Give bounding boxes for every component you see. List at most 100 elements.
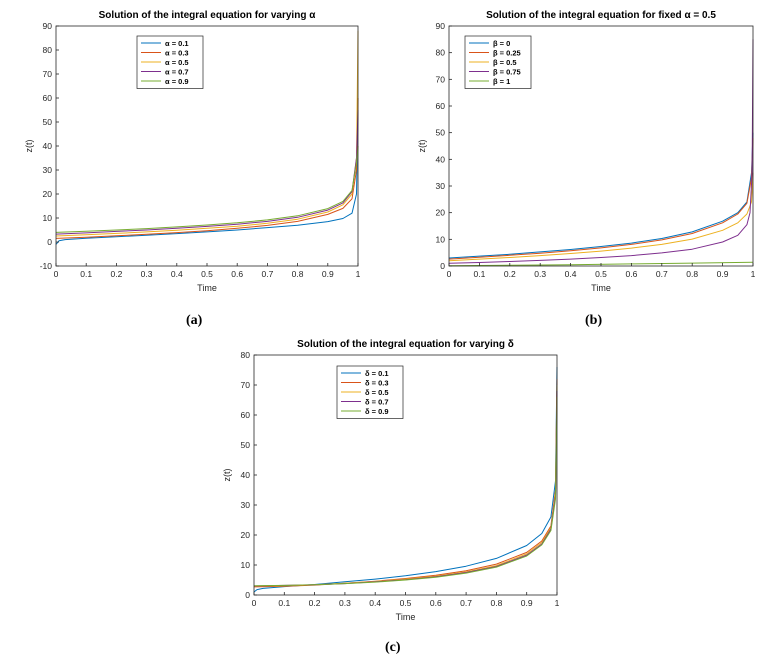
y-tick-label: 90 bbox=[43, 21, 53, 31]
y-tick-label: 40 bbox=[43, 141, 53, 151]
x-tick-label: 0.3 bbox=[339, 598, 351, 608]
series-line-2 bbox=[55, 30, 359, 237]
axes-box bbox=[55, 25, 359, 267]
x-tick-label: 0.5 bbox=[595, 269, 607, 279]
y-tick-label: 0 bbox=[440, 261, 445, 271]
x-tick-label: 0 bbox=[54, 269, 59, 279]
series-line-3 bbox=[253, 390, 558, 587]
y-tick-label: 0 bbox=[245, 590, 250, 600]
legend-label-4: β = 1 bbox=[493, 77, 510, 86]
series-line-0 bbox=[55, 109, 359, 245]
y-axis-label: z(t) bbox=[417, 140, 427, 153]
chart-title: Solution of the integral equation for fi… bbox=[486, 10, 716, 21]
x-tick-label: 0.1 bbox=[80, 269, 92, 279]
y-tick-label: 20 bbox=[241, 530, 251, 540]
x-tick-label: 0.6 bbox=[430, 598, 442, 608]
x-tick-label: 0.2 bbox=[110, 269, 122, 279]
x-tick-label: 0.7 bbox=[261, 269, 273, 279]
x-tick-label: 0.4 bbox=[369, 598, 381, 608]
x-tick-label: 0.8 bbox=[686, 269, 698, 279]
legend-label-0: δ = 0.1 bbox=[365, 369, 389, 378]
y-tick-label: 80 bbox=[241, 350, 251, 360]
x-tick-label: 1 bbox=[751, 269, 756, 279]
y-tick-label: 70 bbox=[436, 74, 446, 84]
y-tick-label: 30 bbox=[436, 181, 446, 191]
legend-label-2: δ = 0.5 bbox=[365, 388, 389, 397]
x-tick-label: 0.8 bbox=[292, 269, 304, 279]
series-line-1 bbox=[448, 137, 754, 260]
x-tick-label: 0.7 bbox=[460, 598, 472, 608]
legend: α = 0.1α = 0.3α = 0.5α = 0.7α = 0.9 bbox=[136, 35, 204, 89]
legend-label-3: α = 0.7 bbox=[165, 68, 189, 77]
x-tick-label: 0.5 bbox=[201, 269, 213, 279]
y-tick-label: -10 bbox=[40, 261, 53, 271]
legend-label-3: β = 0.75 bbox=[493, 68, 521, 77]
y-tick-label: 60 bbox=[436, 101, 446, 111]
legend-label-1: δ = 0.3 bbox=[365, 379, 389, 388]
chart-title: Solution of the integral equation for va… bbox=[99, 10, 317, 21]
y-tick-label: 80 bbox=[43, 45, 53, 55]
x-tick-label: 0.9 bbox=[322, 269, 334, 279]
legend: δ = 0.1δ = 0.3δ = 0.5δ = 0.7δ = 0.9 bbox=[336, 365, 404, 419]
legend-label-4: α = 0.9 bbox=[165, 77, 189, 86]
y-tick-label: 70 bbox=[43, 69, 53, 79]
series-line-4 bbox=[55, 145, 359, 233]
x-tick-label: 0.3 bbox=[141, 269, 153, 279]
y-axis-label: z(t) bbox=[24, 140, 34, 153]
x-tick-label: 0 bbox=[252, 598, 257, 608]
y-tick-label: 50 bbox=[436, 128, 446, 138]
legend-label-1: β = 0.25 bbox=[493, 49, 521, 58]
series-line-1 bbox=[253, 378, 558, 588]
y-tick-label: 30 bbox=[43, 165, 53, 175]
x-tick-label: 0 bbox=[447, 269, 452, 279]
x-tick-label: 0.9 bbox=[521, 598, 533, 608]
panel-label-a: (a) bbox=[186, 313, 203, 328]
chart-0: Solution of the integral equation for va… bbox=[24, 10, 361, 293]
y-tick-label: 20 bbox=[43, 189, 53, 199]
legend-label-0: β = 0 bbox=[493, 39, 510, 48]
series-line-3 bbox=[55, 109, 359, 235]
series-line-2 bbox=[448, 172, 754, 262]
y-tick-label: 40 bbox=[241, 470, 251, 480]
x-axis-label: Time bbox=[591, 283, 611, 293]
y-tick-label: 40 bbox=[436, 154, 446, 164]
legend-box bbox=[336, 365, 404, 419]
y-tick-label: 80 bbox=[436, 48, 446, 58]
legend-label-4: δ = 0.9 bbox=[365, 407, 389, 416]
x-tick-label: 1 bbox=[555, 598, 560, 608]
y-tick-label: 20 bbox=[436, 208, 446, 218]
y-tick-label: 30 bbox=[241, 500, 251, 510]
x-tick-label: 0.8 bbox=[490, 598, 502, 608]
y-tick-label: 60 bbox=[43, 93, 53, 103]
series-line-4 bbox=[253, 396, 558, 587]
series-line-2 bbox=[253, 384, 558, 587]
y-tick-label: 10 bbox=[241, 560, 251, 570]
legend-label-2: β = 0.5 bbox=[493, 58, 517, 67]
x-tick-label: 0.4 bbox=[171, 269, 183, 279]
x-tick-label: 0.2 bbox=[504, 269, 516, 279]
series-line-1 bbox=[55, 97, 359, 239]
y-tick-label: 50 bbox=[43, 117, 53, 127]
x-axis-label: Time bbox=[197, 283, 217, 293]
legend-label-0: α = 0.1 bbox=[165, 39, 189, 48]
x-tick-label: 0.6 bbox=[231, 269, 243, 279]
y-tick-label: 90 bbox=[436, 21, 446, 31]
x-tick-label: 0.6 bbox=[625, 269, 637, 279]
panel-label-c: (c) bbox=[385, 640, 401, 655]
chart-1: Solution of the integral equation for fi… bbox=[417, 10, 756, 293]
axes-box bbox=[253, 354, 558, 596]
y-axis-label: z(t) bbox=[222, 469, 232, 482]
x-tick-label: 0.3 bbox=[534, 269, 546, 279]
x-tick-label: 0.7 bbox=[656, 269, 668, 279]
chart-title: Solution of the integral equation for va… bbox=[297, 339, 514, 350]
y-tick-label: 70 bbox=[241, 380, 251, 390]
x-tick-label: 0.9 bbox=[717, 269, 729, 279]
y-tick-label: 60 bbox=[241, 410, 251, 420]
legend-label-3: δ = 0.7 bbox=[365, 398, 389, 407]
series-line-0 bbox=[253, 366, 558, 593]
panel-label-b: (b) bbox=[585, 313, 603, 328]
legend-label-1: α = 0.3 bbox=[165, 49, 189, 58]
legend: β = 0β = 0.25β = 0.5β = 0.75β = 1 bbox=[464, 35, 532, 89]
